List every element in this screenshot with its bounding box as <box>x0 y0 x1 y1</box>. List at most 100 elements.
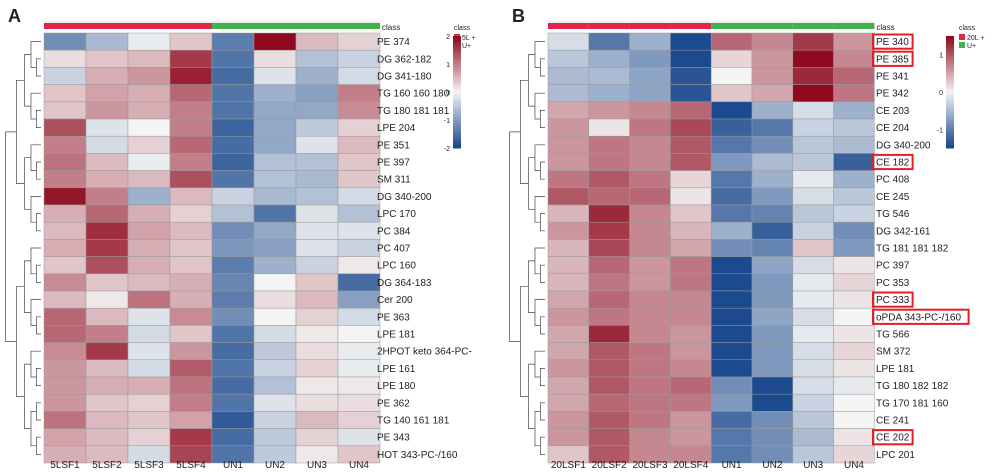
heatmap-cell <box>85 153 129 171</box>
heatmap-cell <box>833 376 875 395</box>
heatmap-cell <box>211 170 255 189</box>
dendrogram-branch <box>30 411 37 447</box>
colorbar-step <box>453 128 461 132</box>
row-label: SM 372 <box>876 347 911 358</box>
heatmap-cell <box>127 221 171 240</box>
heatmap-cell <box>710 135 753 154</box>
heatmap-cell <box>751 204 794 223</box>
heatmap-cell <box>295 67 339 85</box>
dendrogram-branch <box>534 144 545 171</box>
row-label: PE 341 <box>876 72 909 83</box>
column-label: 5LSF2 <box>92 460 122 471</box>
heatmap-cell <box>295 101 339 120</box>
heatmap-cell <box>43 256 87 275</box>
row-label: PE 363 <box>377 312 410 323</box>
heatmap-cell <box>629 204 671 223</box>
heatmap-cell <box>547 393 590 412</box>
row-label: DG 341-180 <box>377 72 432 83</box>
heatmap-cell <box>127 170 171 189</box>
row-label: PC 397 <box>876 261 910 272</box>
heatmap-cell <box>295 376 339 395</box>
class-bar-cell <box>548 23 589 29</box>
highlight-box <box>872 153 914 171</box>
colorbar-step <box>453 72 461 76</box>
row-label: PE 374 <box>377 37 410 48</box>
row-label: TG 160 160 180 <box>377 89 450 100</box>
heatmap-cell <box>43 290 87 309</box>
heatmap-cell <box>127 273 171 292</box>
legend-label: U+ <box>462 43 471 50</box>
colorbar-tick: -2 <box>444 146 450 153</box>
column-label: 5LSF1 <box>50 460 80 471</box>
heatmap-cell <box>85 290 129 309</box>
class-bar-cell <box>629 23 671 29</box>
heatmap-cell <box>43 359 87 378</box>
heatmap-cell <box>253 204 297 223</box>
row-label: PE 385 <box>876 54 909 65</box>
colorbar-step <box>453 94 461 99</box>
highlight-box <box>872 291 914 308</box>
heatmap-cell <box>211 84 255 103</box>
row-label: CE 241 <box>876 416 910 427</box>
row-label: CE 202 <box>876 433 910 444</box>
colorbar-step <box>946 80 954 85</box>
heatmap-cell <box>629 428 671 447</box>
heatmap-cell <box>337 256 381 275</box>
heatmap-cell <box>833 153 875 171</box>
colorbar-step <box>453 66 461 71</box>
heatmap-cell <box>588 221 630 240</box>
heatmap-cell <box>337 135 381 154</box>
colorbar-step <box>946 83 954 87</box>
heatmap-cell <box>751 290 794 309</box>
heatmap-cell <box>43 273 87 292</box>
heatmap-cell <box>85 342 129 361</box>
heatmap-cell <box>85 32 129 51</box>
row-label: PC 384 <box>377 226 411 237</box>
row-label: TG 566 <box>876 330 910 341</box>
colorbar-step <box>453 75 461 79</box>
heatmap-cell <box>337 325 381 343</box>
class-header-label: class <box>382 23 400 32</box>
colorbar-step <box>946 97 954 101</box>
dendrogram-branch <box>30 299 41 326</box>
heatmap-cell <box>547 307 590 326</box>
row-label: PE 343 <box>377 433 410 444</box>
heatmap-cell <box>547 153 590 171</box>
column-label: 20LSF2 <box>592 460 627 471</box>
dendrogram-branch <box>520 79 529 184</box>
dendrogram-branch <box>30 196 41 223</box>
row-label: LPE 204 <box>377 123 416 134</box>
heatmap-cell <box>547 290 590 309</box>
dendrogram-branch <box>540 213 545 232</box>
colorbar-tick: -1 <box>444 118 450 125</box>
colorbar-step <box>453 50 461 54</box>
heatmap-cell <box>127 376 171 395</box>
heatmap-cell <box>710 411 753 429</box>
heatmap-cell <box>792 307 834 326</box>
heatmap-cell <box>792 325 834 343</box>
heatmap-cell <box>833 411 875 429</box>
heatmap-cell <box>792 359 834 378</box>
colorbar-step <box>946 47 954 51</box>
dendrogram-branch <box>528 54 535 107</box>
heatmap-cell <box>547 101 590 120</box>
row-label: DG 362-182 <box>377 54 432 65</box>
heatmap-cell <box>751 256 794 275</box>
dendrogram-branch <box>534 247 545 275</box>
row-label: LPC 160 <box>377 261 416 272</box>
heatmap-cell <box>588 32 630 51</box>
heatmap-cell <box>547 221 590 240</box>
colorbar-step <box>453 83 461 87</box>
dendrogram-branch <box>540 264 545 283</box>
heatmap-cell <box>211 307 255 326</box>
heatmap-cell <box>588 84 630 103</box>
heatmap-cell <box>670 118 712 137</box>
heatmap-cell <box>588 153 630 171</box>
colorbar-step <box>946 55 954 59</box>
class-bar-cell <box>588 23 630 29</box>
dendrogram-branch <box>528 260 535 313</box>
heatmap-cell <box>547 187 590 206</box>
heatmap-cell <box>127 325 171 343</box>
heatmap-cell <box>337 49 381 68</box>
